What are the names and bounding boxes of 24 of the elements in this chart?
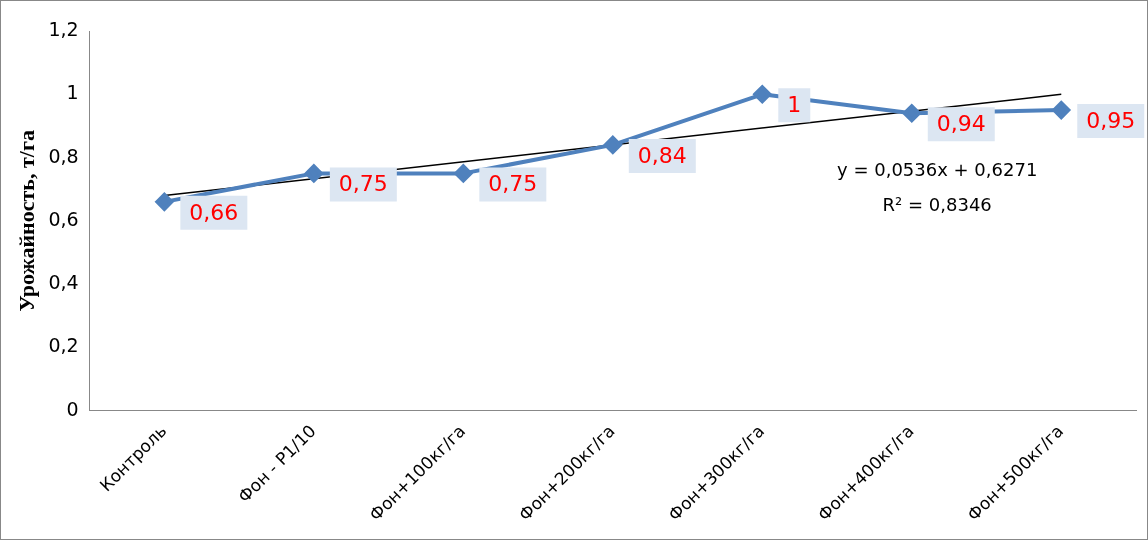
y-tick-label: 1 [66, 81, 79, 104]
data-label: 0,75 [488, 171, 538, 197]
y-tick-label: 0,2 [48, 334, 79, 357]
y-tick-label: 0,4 [48, 271, 79, 294]
y-tick-label: 0 [66, 397, 79, 420]
point [753, 85, 772, 104]
data-label: 0,94 [936, 110, 986, 136]
annotation: y = 0,0536x + 0,6271 [837, 158, 1038, 180]
data-label: 0,66 [189, 199, 239, 225]
data-label: 1 [787, 92, 802, 117]
point [155, 192, 174, 211]
data-label: 0,84 [637, 142, 687, 168]
y-axis-title: Урожайность, т/га [13, 130, 39, 312]
y-tick-label: 0,6 [48, 207, 79, 230]
data-label: 0,95 [1086, 107, 1136, 133]
y-tick-label: 1,2 [48, 17, 79, 40]
point [1052, 101, 1071, 120]
annotation: R² = 0,8346 [882, 193, 992, 215]
point [902, 104, 921, 123]
point [603, 135, 622, 154]
point [454, 164, 473, 183]
point [304, 164, 323, 183]
y-tick-label: 0,8 [48, 144, 79, 167]
data-label: 0,75 [338, 171, 388, 197]
